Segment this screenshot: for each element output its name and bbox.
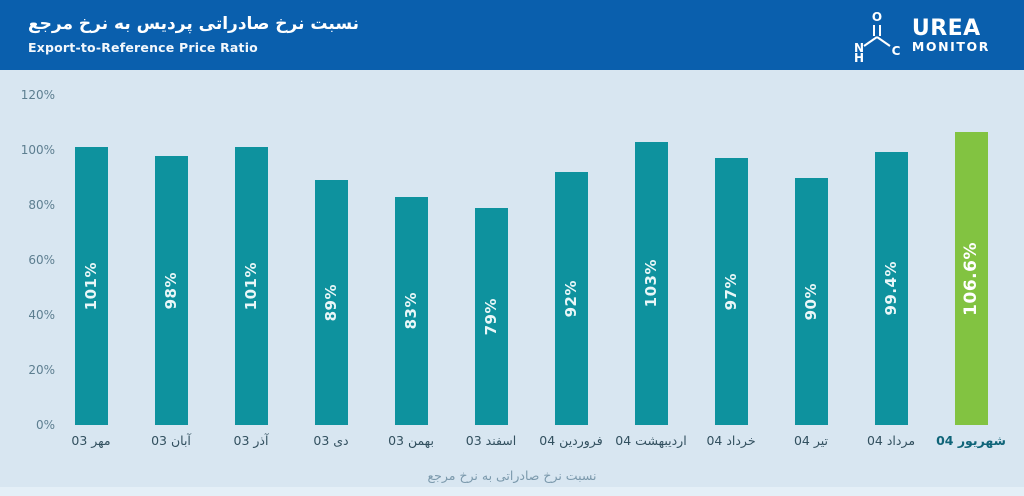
- y-axis-tick: 120%: [20, 88, 55, 102]
- bar-value-label: 106.6%: [961, 241, 981, 316]
- bar: 99.4%: [874, 151, 908, 425]
- bar: 90%: [794, 177, 828, 425]
- x-axis-label: شهریور 04: [936, 433, 1006, 448]
- brand-text: UREA MONITOR: [911, 15, 990, 54]
- svg-text:C: C: [891, 44, 900, 58]
- bar: 101%: [74, 147, 108, 425]
- x-axis-label: فروردین 04: [539, 433, 603, 448]
- svg-text:O: O: [872, 10, 882, 24]
- svg-text:H: H: [855, 51, 864, 62]
- brand-monitor: MONITOR: [911, 38, 990, 54]
- bar-value-label: 79%: [482, 297, 500, 336]
- svg-text:N: N: [855, 41, 864, 55]
- bar: 83%: [394, 196, 428, 425]
- x-axis-label: آبان 03: [151, 433, 191, 448]
- y-axis-tick: 40%: [28, 308, 55, 322]
- x-axis-label: تیر 04: [793, 433, 829, 448]
- bar-value-label: 89%: [322, 283, 340, 322]
- y-axis-tick: 20%: [28, 363, 55, 377]
- y-axis-tick: 60%: [28, 253, 55, 267]
- bar: 92%: [554, 172, 588, 425]
- bar-highlighted: 106.6%: [954, 131, 988, 425]
- bar-value-label: 90%: [802, 282, 820, 320]
- bottom-strip: [0, 487, 1024, 496]
- x-axis-label: مهر 03: [71, 433, 111, 448]
- report-header: نسبت نرخ صادراتی پردیس به نرخ مرجع Expor…: [0, 0, 1024, 70]
- x-axis-label: آذر 03: [233, 433, 269, 448]
- bar-value-label: 92%: [562, 279, 580, 318]
- bar: 101%: [234, 147, 268, 425]
- bar-value-label: 103%: [642, 259, 660, 308]
- bar-value-label: 101%: [242, 261, 260, 311]
- x-axis-label: مرداد 04: [866, 433, 916, 448]
- bar-value-label: 98%: [162, 271, 180, 309]
- bar: 98%: [154, 155, 188, 425]
- x-axis-label: دی 03: [313, 433, 349, 448]
- x-axis-label: اردیبهشت 04: [615, 433, 687, 448]
- brand-urea: UREA: [911, 15, 981, 41]
- bar: 97%: [714, 158, 748, 425]
- y-axis-tick: 80%: [28, 198, 55, 212]
- bar-value-label: 101%: [82, 261, 100, 311]
- bar: 103%: [634, 141, 668, 425]
- bar-chart: 120% 100% 80% 60% 40% 20% 0% 101% مهر 03 98% آبان…: [0, 70, 1024, 496]
- bar-value-label: 83%: [402, 292, 420, 330]
- x-axis-label: خرداد 04: [706, 433, 756, 448]
- bar-value-label: 99.4%: [882, 261, 900, 316]
- x-axis-label: بهمن 03: [388, 433, 434, 448]
- bar: 89%: [314, 180, 348, 425]
- report-title-fa: نسبت نرخ صادراتی پردیس به نرخ مرجع: [28, 14, 360, 35]
- header-titles: نسبت نرخ صادراتی پردیس به نرخ مرجع Expor…: [28, 15, 359, 55]
- urea-monitor-logo: O N H C UREA MONITOR: [855, 8, 990, 62]
- y-axis-tick: 100%: [20, 143, 55, 157]
- bar-value-label: 97%: [722, 272, 740, 311]
- x-axis-label: اسفند 03: [465, 433, 517, 448]
- urea-molecule-icon: O N H C: [855, 10, 901, 62]
- report-subtitle-en: Export-to-Reference Price Ratio: [28, 39, 258, 55]
- bar: 79%: [474, 207, 508, 425]
- y-axis-tick: 0%: [35, 418, 55, 432]
- chart-caption: نسبت نرخ صادراتی به نرخ مرجع: [427, 468, 597, 483]
